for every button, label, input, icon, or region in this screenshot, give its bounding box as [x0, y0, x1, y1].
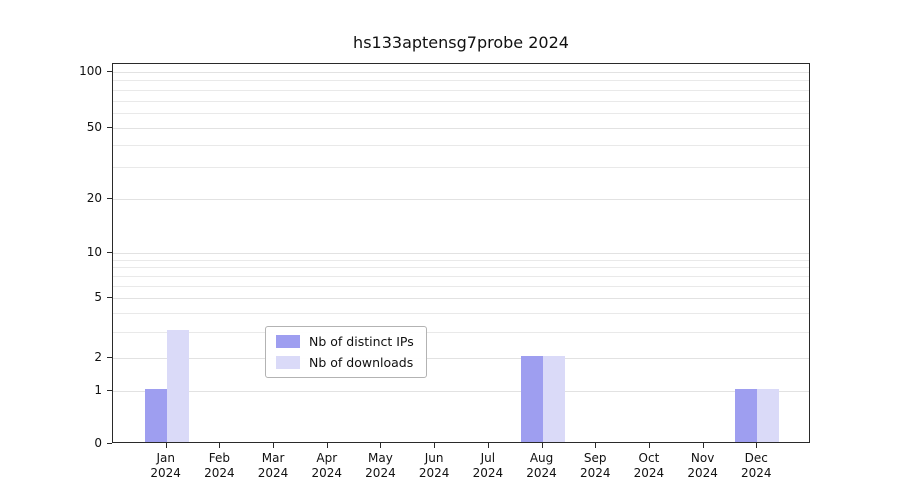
major-gridline	[113, 198, 809, 200]
x-tick-label-aug: Aug 2024	[526, 451, 557, 480]
bar-aug-series1	[542, 356, 565, 442]
x-tick-mark	[702, 443, 704, 448]
legend-swatch-icon	[276, 335, 300, 348]
x-tick-mark	[648, 443, 650, 448]
legend: Nb of distinct IPs Nb of downloads	[265, 326, 427, 378]
x-tick-mark	[219, 443, 221, 448]
x-tick-mark	[326, 443, 328, 448]
bar-dec-series0	[735, 388, 758, 442]
x-tick-mark	[541, 443, 543, 448]
x-tick-mark	[165, 443, 167, 448]
y-tick-label: 50	[86, 119, 102, 134]
minor-gridline	[113, 312, 809, 314]
chart-title: hs133aptensg7probe 2024	[353, 33, 569, 52]
x-tick-mark	[380, 443, 382, 448]
minor-gridline	[113, 100, 809, 102]
x-tick-label-jun: Jun 2024	[418, 451, 450, 480]
y-tick-label: 1	[94, 382, 102, 397]
y-tick-label: 10	[86, 244, 102, 259]
x-tick-label-mar: Mar 2024	[257, 451, 289, 480]
x-tick-mark	[487, 443, 489, 448]
major-gridline	[113, 358, 809, 360]
legend-item: Nb of downloads	[276, 355, 414, 370]
y-tick-label: 20	[86, 190, 102, 205]
y-tick-mark	[107, 126, 112, 128]
x-tick-label-dec: Dec 2024	[741, 451, 772, 480]
legend-item-label: Nb of downloads	[309, 355, 414, 370]
y-tick-mark	[107, 251, 112, 253]
minor-gridline	[113, 80, 809, 82]
major-gridline	[113, 127, 809, 129]
x-tick-label-may: May 2024	[365, 451, 396, 480]
minor-gridline	[113, 167, 809, 169]
y-tick-mark	[107, 443, 112, 444]
y-tick-mark	[107, 197, 112, 199]
y-tick-label: 2	[94, 350, 102, 365]
bar-jan-series1	[166, 329, 189, 442]
legend-item: Nb of distinct IPs	[276, 334, 414, 349]
x-tick-label-oct: Oct 2024	[633, 451, 665, 480]
major-gridline	[113, 390, 809, 392]
legend-item-label: Nb of distinct IPs	[309, 334, 414, 349]
x-tick-label-jan: Jan 2024	[150, 451, 181, 480]
x-tick-mark	[756, 443, 758, 448]
major-gridline	[113, 298, 809, 300]
minor-gridline	[113, 113, 809, 115]
minor-gridline	[113, 276, 809, 278]
bar-jan-series0	[144, 388, 167, 442]
y-tick-label: 5	[94, 290, 102, 305]
y-tick-mark	[107, 389, 112, 391]
y-tick-mark	[107, 297, 112, 299]
bar-dec-series1	[757, 388, 780, 442]
x-tick-mark	[595, 443, 597, 448]
minor-gridline	[113, 286, 809, 288]
y-tick-mark	[107, 70, 112, 72]
major-gridline	[113, 71, 809, 73]
x-tick-label-apr: Apr 2024	[311, 451, 343, 480]
major-gridline	[113, 252, 809, 254]
minor-gridline	[113, 331, 809, 333]
x-tick-label-sep: Sep 2024	[579, 451, 611, 480]
minor-gridline	[113, 267, 809, 269]
x-tick-mark	[273, 443, 275, 448]
plot-area	[112, 63, 810, 443]
minor-gridline	[113, 145, 809, 147]
bar-aug-series0	[520, 356, 543, 442]
x-tick-mark	[434, 443, 436, 448]
x-tick-label-feb: Feb 2024	[204, 451, 235, 480]
minor-gridline	[113, 259, 809, 261]
y-tick-mark	[107, 357, 112, 359]
minor-gridline	[113, 89, 809, 91]
y-tick-label: 0	[94, 436, 102, 450]
y-tick-label: 100	[79, 63, 102, 78]
x-tick-label-nov: Nov 2024	[687, 451, 718, 480]
x-tick-label-jul: Jul 2024	[472, 451, 504, 480]
legend-swatch-icon	[276, 356, 300, 369]
